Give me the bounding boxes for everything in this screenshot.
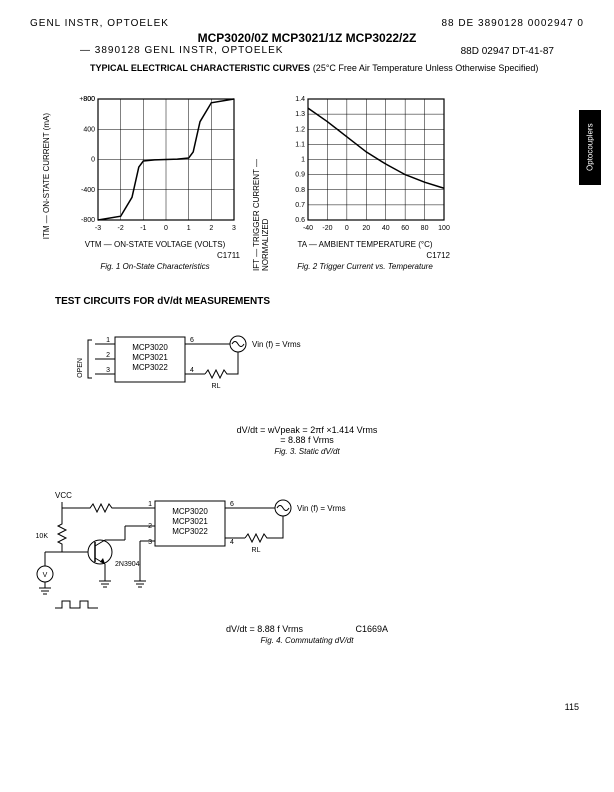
- svg-text:1.4: 1.4: [295, 96, 305, 103]
- svg-text:0: 0: [164, 225, 168, 232]
- pin-4: 4: [190, 367, 194, 374]
- svg-text:-1: -1: [140, 225, 146, 232]
- section-title: TYPICAL ELECTRICAL CHARACTERISTIC CURVES…: [90, 63, 584, 74]
- chart2-caption: Fig. 2 Trigger Current vs. Temperature: [280, 262, 450, 271]
- pin-3: 3: [106, 367, 110, 374]
- chart1-svg: -3-2-10123-800-4000400800+800: [70, 93, 240, 238]
- chip-line: MCP3021: [132, 353, 168, 362]
- header: GENL INSTR, OPTOELEK 88 DE 3890128 00029…: [0, 0, 614, 88]
- chart2-svg: -40 -20 0 20 40 60 80 100 0.6 0.7 0.8 0.9 1 1.1 1.2 1.3…: [280, 93, 450, 238]
- svg-text:-800: -800: [81, 217, 95, 224]
- svg-text:3: 3: [232, 225, 236, 232]
- svg-text:40: 40: [382, 225, 390, 232]
- chip-line: MCP3020: [172, 507, 208, 516]
- circuit-commutating: VCC MCP3020 MCP3021 MCP3022 1 2 3 6 4 10…: [0, 486, 614, 645]
- svg-text:1.2: 1.2: [295, 126, 305, 133]
- formula2: dV/dt = 8.88 f Vrms C1669A: [0, 624, 614, 634]
- svg-text:0: 0: [345, 225, 349, 232]
- svg-text:-20: -20: [322, 225, 332, 232]
- charts-row: ITM — ON-STATE CURRENT (mA) -3-2-10123-8…: [70, 93, 614, 271]
- svg-text:1: 1: [187, 225, 191, 232]
- vcc-label: VCC: [55, 491, 72, 500]
- svg-text:0.8: 0.8: [295, 187, 305, 194]
- transistor-label: 2N3904: [115, 561, 140, 568]
- svg-text:1: 1: [301, 157, 305, 164]
- circuit1-caption: Fig. 3. Static dV/dt: [0, 447, 614, 456]
- circuit1-svg: MCP3020 MCP3021 MCP3022 1 2 3 OPEN 6 4 V…: [0, 322, 320, 417]
- test-section-title: TEST CIRCUITS FOR dV/dt MEASUREMENTS: [55, 296, 614, 307]
- svg-text:-400: -400: [81, 187, 95, 194]
- v-source-label: V: [43, 572, 48, 579]
- svg-text:2: 2: [209, 225, 213, 232]
- svg-text:0.9: 0.9: [295, 172, 305, 179]
- svg-text:0: 0: [91, 157, 95, 164]
- pin-1: 1: [106, 337, 110, 344]
- rl-label: RL: [212, 383, 221, 390]
- svg-text:+800: +800: [79, 96, 95, 103]
- top-left-text: GENL INSTR, OPTOELEK: [30, 18, 169, 29]
- circuit2-svg: VCC MCP3020 MCP3021 MCP3022 1 2 3 6 4 10…: [0, 486, 380, 616]
- svg-text:400: 400: [83, 126, 95, 133]
- chip-line: MCP3021: [172, 517, 208, 526]
- rl-label: RL: [252, 547, 261, 554]
- circuit2-caption: Fig. 4. Commutating dV/dt: [0, 636, 614, 645]
- r10k-label: 10K: [36, 533, 49, 540]
- chip-line: MCP3022: [172, 527, 208, 536]
- chip-line: MCP3020: [132, 343, 168, 352]
- svg-text:1.3: 1.3: [295, 111, 305, 118]
- svg-text:1: 1: [148, 501, 152, 508]
- chart2-code: C1712: [280, 251, 450, 260]
- chart1-xlabel: VTM — ON-STATE VOLTAGE (VOLTS): [70, 240, 240, 249]
- svg-text:6: 6: [230, 501, 234, 508]
- pin-2: 2: [106, 352, 110, 359]
- chart1-ylabel: ITM — ON-STATE CURRENT (mA): [42, 113, 51, 239]
- section-title-text: TYPICAL ELECTRICAL CHARACTERISTIC CURVES: [90, 63, 310, 73]
- chart1-caption: Fig. 1 On-State Characteristics: [70, 262, 240, 271]
- svg-text:80: 80: [421, 225, 429, 232]
- svg-text:100: 100: [438, 225, 450, 232]
- svg-text:-3: -3: [95, 225, 101, 232]
- chart2-ylabel: IFT — TRIGGER CURRENT — NORMALIZED: [252, 113, 270, 271]
- vin-label: Vin (f) = Vrms: [297, 504, 346, 513]
- svg-text:-2: -2: [118, 225, 124, 232]
- circuit-static: MCP3020 MCP3021 MCP3022 1 2 3 OPEN 6 4 V…: [0, 322, 614, 456]
- svg-text:0.7: 0.7: [295, 202, 305, 209]
- svg-text:4: 4: [230, 539, 234, 546]
- section-note: (25°C Free Air Temperature Unless Otherw…: [313, 63, 539, 73]
- svg-text:0.6: 0.6: [295, 217, 305, 224]
- chart2-xlabel: TA — AMBIENT TEMPERATURE (°C): [280, 240, 450, 249]
- svg-text:-40: -40: [303, 225, 313, 232]
- open-label: OPEN: [77, 358, 84, 378]
- svg-text:20: 20: [362, 225, 370, 232]
- part-numbers: MCP3020/0Z MCP3021/1Z MCP3022/2Z: [30, 31, 584, 45]
- chart-trigger-current: IFT — TRIGGER CURRENT — NORMALIZED -40-2…: [280, 93, 450, 271]
- svg-text:3: 3: [148, 539, 152, 546]
- pin-6: 6: [190, 337, 194, 344]
- formula1: dV/dt = wVpeak = 2πf ×1.414 Vrms = 8.88 …: [0, 425, 614, 445]
- svg-text:60: 60: [401, 225, 409, 232]
- chart-on-state: ITM — ON-STATE CURRENT (mA) -3-2-10123-8…: [70, 93, 240, 271]
- page-number: 115: [565, 702, 579, 712]
- vin-label: Vin (f) = Vrms: [252, 340, 301, 349]
- sidebar-tab: Optocouplers: [579, 110, 601, 185]
- chart1-code: C1711: [70, 251, 240, 260]
- svg-text:1.1: 1.1: [295, 141, 305, 148]
- top-right-text: 88 DE 3890128 0002947 0: [441, 18, 584, 29]
- chip-line: MCP3022: [132, 363, 168, 372]
